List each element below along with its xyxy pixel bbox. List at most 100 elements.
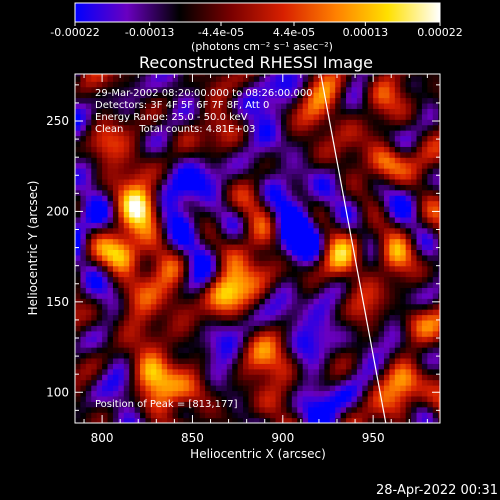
heatmap-cell [264, 347, 271, 354]
heatmap-cell [389, 157, 396, 164]
heatmap-cell [308, 140, 315, 147]
heatmap-cell [335, 401, 342, 408]
heatmap-cell [102, 287, 109, 294]
heatmap-cell [129, 157, 136, 164]
heatmap-cell [383, 303, 391, 310]
heatmap-cell [205, 135, 212, 142]
heatmap-cell [329, 140, 336, 147]
heatmap-cell [270, 265, 277, 272]
heatmap-cell [259, 113, 266, 120]
heatmap-cell [313, 363, 320, 370]
heatmap-cell [394, 292, 401, 299]
heatmap-cell [367, 287, 374, 294]
heatmap-cell [75, 206, 82, 213]
chart-title: Reconstructed RHESSI Image [139, 53, 373, 72]
x-tick-label: 850 [181, 431, 204, 445]
heatmap-cell [237, 260, 244, 267]
heatmap-cell [205, 124, 212, 131]
heatmap-cell [85, 319, 92, 326]
heatmap-cell [129, 406, 136, 413]
heatmap-cell [367, 75, 374, 82]
heatmap-cell [172, 108, 179, 115]
heatmap-cell [188, 227, 195, 234]
heatmap-cell [123, 81, 130, 88]
heatmap-cell [275, 233, 282, 240]
heatmap-cell [362, 412, 369, 419]
heatmap-cell [302, 271, 309, 278]
heatmap-cell [302, 352, 309, 359]
heatmap-cell [378, 363, 385, 370]
heatmap-cell [405, 222, 412, 229]
heatmap-cell [134, 281, 141, 288]
heatmap-cell [416, 276, 423, 283]
heatmap-cell [373, 292, 380, 299]
heatmap-cell [210, 151, 217, 158]
heatmap-cell [324, 151, 331, 158]
heatmap-cell [140, 119, 147, 126]
heatmap-cell [318, 325, 325, 332]
heatmap-cell [324, 379, 331, 386]
heatmap-cell [172, 341, 179, 348]
heatmap-cell [291, 227, 298, 234]
heatmap-cell [308, 184, 315, 191]
heatmap-cell [96, 102, 103, 109]
heatmap-cell [329, 151, 336, 158]
heatmap-cell [383, 357, 391, 364]
heatmap-cell [286, 417, 293, 423]
heatmap-cell [167, 385, 174, 392]
heatmap-cell [351, 233, 358, 240]
heatmap-cell [96, 281, 103, 288]
heatmap-cell [280, 390, 288, 397]
heatmap-cell [335, 412, 342, 419]
heatmap-cell [226, 119, 233, 126]
heatmap-cell [335, 254, 342, 261]
heatmap-cell [232, 357, 239, 364]
heatmap-cell [421, 178, 428, 185]
heatmap-cell [107, 390, 114, 397]
heatmap-cell [302, 309, 309, 316]
heatmap-cell [286, 292, 293, 299]
heatmap-cell [421, 271, 428, 278]
heatmap-cell [286, 162, 293, 169]
heatmap-cell [205, 249, 212, 256]
heatmap-cell [302, 298, 309, 305]
heatmap-cell [367, 168, 374, 175]
heatmap-cell [427, 92, 434, 99]
heatmap-cell [107, 368, 114, 375]
heatmap-cell [248, 390, 255, 397]
heatmap-cell [232, 281, 239, 288]
heatmap-cell [324, 238, 331, 245]
heatmap-cell [178, 341, 185, 348]
heatmap-cell [102, 243, 109, 250]
heatmap-cell [394, 243, 401, 250]
heatmap-cell [264, 254, 271, 261]
heatmap-cell [297, 238, 304, 245]
heatmap-cell [145, 271, 152, 278]
heatmap-cell [356, 260, 363, 267]
heatmap-cell [416, 390, 423, 397]
heatmap-cell [411, 390, 418, 397]
heatmap-cell [264, 385, 271, 392]
heatmap-cell [297, 162, 304, 169]
heatmap-cell [102, 265, 109, 272]
heatmap-cell [188, 395, 195, 402]
heatmap-cell [367, 271, 374, 278]
heatmap-cell [112, 243, 119, 250]
heatmap-cell [291, 108, 298, 115]
heatmap-cell [205, 102, 212, 109]
heatmap-cell [383, 113, 391, 120]
heatmap-cell [75, 276, 82, 283]
heatmap-cell [156, 227, 163, 234]
heatmap-cell [75, 124, 82, 131]
heatmap-cell [205, 347, 212, 354]
heatmap-cell [356, 140, 363, 147]
annotation-line: Energy Range: 25.0 - 50.0 keV [95, 112, 248, 123]
heatmap-cell [389, 347, 396, 354]
heatmap-cell [232, 151, 239, 158]
heatmap-cell [291, 249, 298, 256]
heatmap-cell [297, 216, 304, 223]
heatmap-cell [394, 347, 401, 354]
heatmap-cell [367, 211, 374, 218]
heatmap-cell [172, 254, 179, 261]
